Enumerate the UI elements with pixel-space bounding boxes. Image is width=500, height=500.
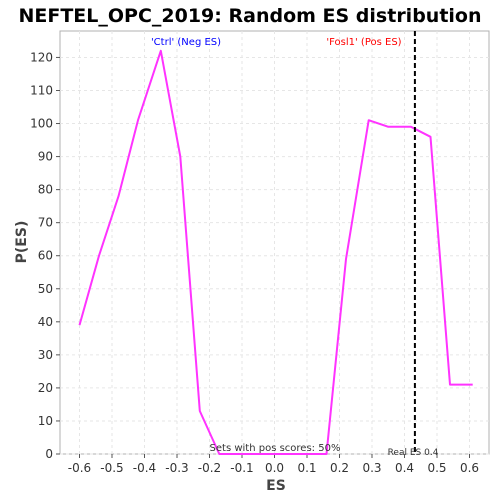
x-tick-label: -0.2	[198, 461, 221, 475]
x-tick-label: 0.3	[362, 461, 381, 475]
chart-title: NEFTEL_OPC_2019: Random ES distribution	[18, 5, 481, 27]
x-tick-label: 0.6	[460, 461, 479, 475]
y-tick-label: 40	[38, 315, 53, 329]
x-tick-label: 0.5	[427, 461, 446, 475]
y-tick-label: 60	[38, 249, 53, 263]
y-tick-label: 80	[38, 183, 53, 197]
real-es-annotation: Real ES 0.4	[388, 448, 439, 458]
pos-scores-annotation: Sets with pos scores: 50%	[210, 443, 341, 454]
series-lines	[78, 49, 473, 455]
x-axis-label: ES	[266, 478, 286, 494]
y-tick-label: 110	[30, 83, 53, 97]
x-tick-label: -0.6	[68, 461, 91, 475]
x-tick-label: 0.2	[330, 461, 349, 475]
x-tick-label: 0.0	[265, 461, 284, 475]
y-tick-label: 50	[38, 282, 53, 296]
y-axis-ticks: 0 10 20 30 40 50 60 70 80 90 100 110 120	[30, 50, 60, 461]
x-tick-label: 0.1	[297, 461, 316, 475]
y-axis-label: P(ES)	[14, 221, 30, 264]
y-tick-label: 10	[38, 414, 53, 428]
x-tick-label: -0.3	[165, 461, 188, 475]
x-tick-label: -0.4	[133, 461, 156, 475]
y-tick-label: 100	[30, 117, 53, 131]
x-tick-label: 0.4	[395, 461, 414, 475]
y-tick-label: 70	[38, 216, 53, 230]
y-tick-label: 0	[45, 447, 53, 461]
neg-es-label: 'Ctrl' (Neg ES)	[151, 37, 221, 48]
series-line	[78, 49, 473, 455]
y-tick-label: 30	[38, 348, 53, 362]
y-tick-label: 20	[38, 381, 53, 395]
x-tick-label: -0.1	[230, 461, 253, 475]
x-tick-label: -0.5	[100, 461, 123, 475]
pos-es-label: 'Fosl1' (Pos ES)	[326, 37, 401, 48]
grid	[60, 31, 489, 455]
y-tick-label: 120	[30, 50, 53, 64]
y-tick-label: 90	[38, 150, 53, 164]
x-axis-ticks: -0.6 -0.5 -0.4 -0.3 -0.2 -0.1 0.0 0.1 0.2 0.3 0.4 0…	[68, 454, 479, 475]
